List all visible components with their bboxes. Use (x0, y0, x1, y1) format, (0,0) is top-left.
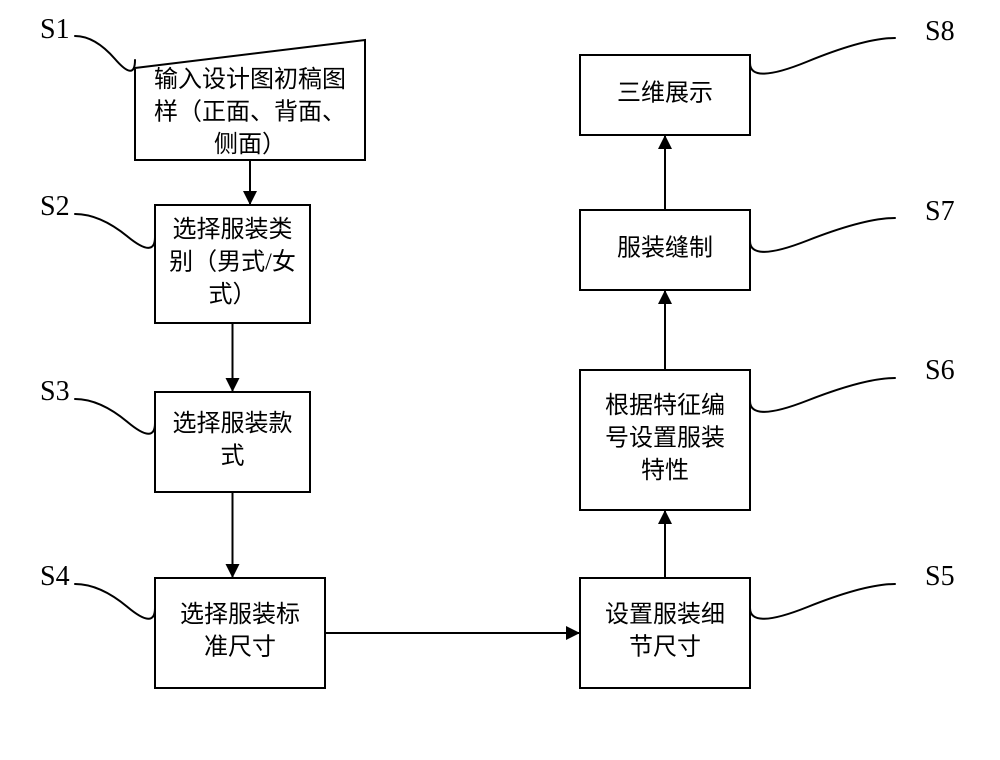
node-text: 选择服装标 (180, 601, 300, 628)
step-label: S5 (925, 561, 955, 592)
node-text: 根据特征编 (605, 392, 725, 419)
node-text: 设置服装细 (605, 601, 725, 628)
node-text: 式 (221, 443, 245, 470)
node-text: 式） (209, 281, 257, 308)
node-text: 选择服装类 (173, 216, 293, 243)
node-text: 样（正面、背面、 (154, 98, 346, 125)
node-text: 节尺寸 (629, 634, 701, 661)
node-text: 号设置服装 (605, 424, 725, 451)
step-label: S1 (40, 14, 70, 45)
node-text: 输入设计图初稿图 (154, 66, 346, 93)
node-text: 侧面） (214, 131, 286, 158)
step-label: S4 (40, 561, 70, 592)
node-text: 三维展示 (617, 79, 713, 106)
step-label: S7 (925, 196, 955, 227)
step-label: S6 (925, 355, 955, 386)
node-text: 别（男式/女 (169, 248, 296, 275)
step-label: S8 (925, 16, 955, 47)
step-label: S2 (40, 191, 70, 222)
node-text: 服装缝制 (617, 234, 713, 261)
node-text: 准尺寸 (204, 634, 276, 661)
node-text: 选择服装款 (173, 410, 293, 437)
node-text: 特性 (641, 457, 689, 484)
step-label: S3 (40, 376, 70, 407)
